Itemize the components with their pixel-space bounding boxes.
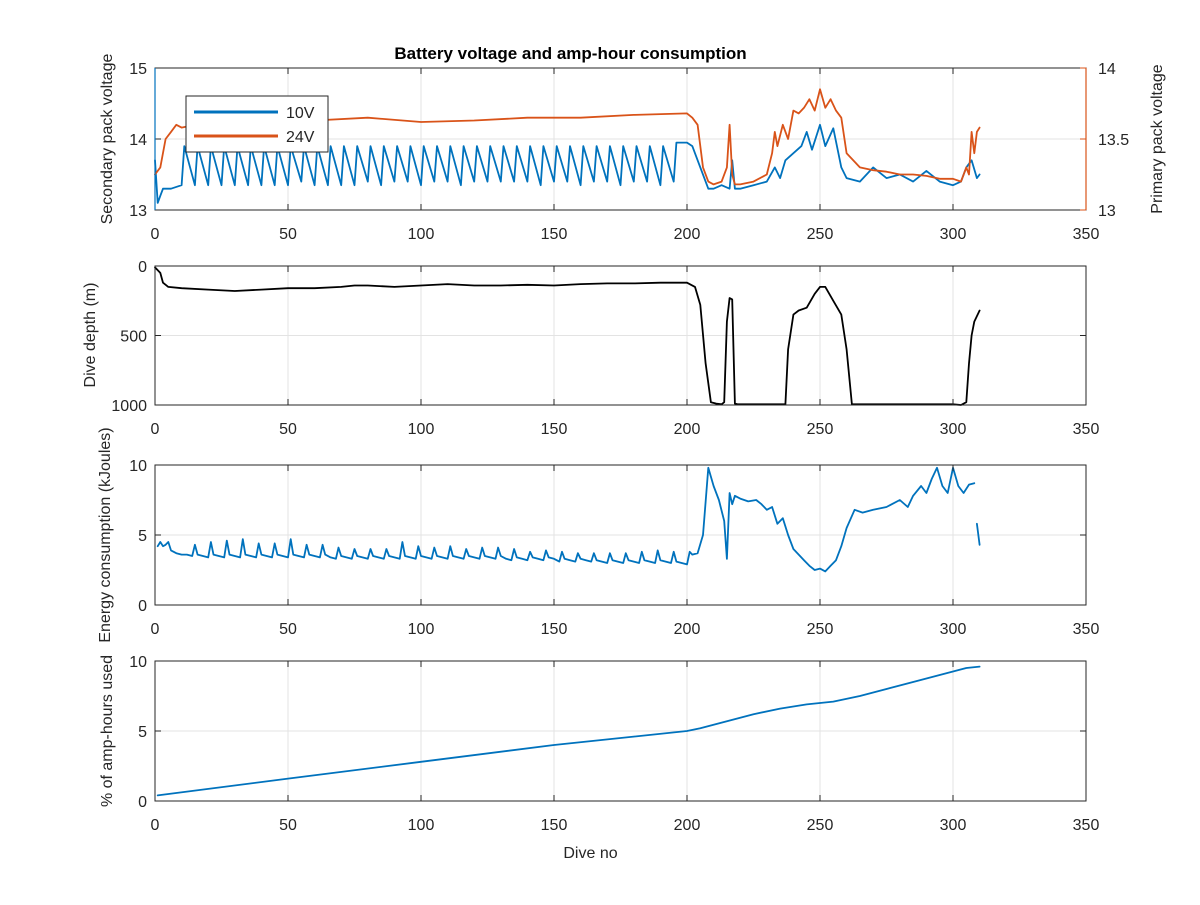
y-tick-label: 0 bbox=[138, 259, 147, 276]
x-tick-label: 0 bbox=[151, 817, 160, 834]
x-tick-label: 200 bbox=[674, 621, 701, 638]
x-tick-label: 150 bbox=[541, 817, 568, 834]
series-line-10v bbox=[154, 123, 981, 204]
y-tick-label: 10 bbox=[129, 458, 147, 475]
x-tick-label: 350 bbox=[1073, 226, 1100, 243]
legend bbox=[185, 95, 329, 153]
x-tick-label: 350 bbox=[1073, 817, 1100, 834]
y-axis-label: Secondary pack voltage bbox=[99, 54, 116, 225]
y-tick-label-right: 13.5 bbox=[1098, 132, 1129, 149]
y-tick-label: 5 bbox=[138, 724, 147, 741]
x-tick-label: 0 bbox=[151, 226, 160, 243]
y-tick-label-right: 14 bbox=[1098, 61, 1116, 78]
x-tick-label: 150 bbox=[541, 226, 568, 243]
x-tick-label: 100 bbox=[408, 621, 435, 638]
x-tick-label: 100 bbox=[408, 817, 435, 834]
x-tick-label: 250 bbox=[807, 621, 834, 638]
x-tick-label: 200 bbox=[674, 817, 701, 834]
series-line-3-2 bbox=[976, 522, 981, 546]
x-tick-label: 250 bbox=[807, 817, 834, 834]
y-tick-label: 500 bbox=[120, 329, 147, 346]
x-tick-label: 300 bbox=[940, 226, 967, 243]
legend-label-10v: 10V bbox=[286, 105, 315, 122]
x-tick-label: 50 bbox=[279, 226, 297, 243]
subplot-3 bbox=[154, 464, 1087, 606]
y-tick-label: 0 bbox=[138, 598, 147, 615]
legend-box bbox=[185, 95, 329, 153]
x-tick-label: 0 bbox=[151, 421, 160, 438]
x-tick-label: 350 bbox=[1073, 621, 1100, 638]
x-tick-label: 300 bbox=[940, 817, 967, 834]
subplot-2 bbox=[154, 265, 1087, 406]
x-tick-label: 100 bbox=[408, 226, 435, 243]
y-tick-label: 10 bbox=[129, 654, 147, 671]
y-axis-label: Energy consumption (kJoules) bbox=[97, 427, 114, 642]
x-tick-label: 50 bbox=[279, 421, 297, 438]
subplot-1 bbox=[154, 67, 1087, 211]
series-line-24v bbox=[154, 88, 981, 186]
series-line-3-1 bbox=[156, 466, 976, 573]
y-tick-label: 13 bbox=[129, 203, 147, 220]
subplot-4 bbox=[154, 660, 1087, 802]
x-tick-label: 100 bbox=[408, 421, 435, 438]
x-tick-label: 350 bbox=[1073, 421, 1100, 438]
y-axis-label-right: Primary pack voltage bbox=[1149, 64, 1166, 213]
y-tick-label: 0 bbox=[138, 794, 147, 811]
y-axis-label: Dive depth (m) bbox=[82, 283, 99, 388]
x-tick-label: 200 bbox=[674, 226, 701, 243]
x-tick-label: 250 bbox=[807, 421, 834, 438]
y-tick-label: 15 bbox=[129, 61, 147, 78]
x-tick-label: 200 bbox=[674, 421, 701, 438]
x-tick-label: 50 bbox=[279, 621, 297, 638]
y-axis-label: % of amp-hours used bbox=[99, 655, 116, 807]
y-tick-label: 14 bbox=[129, 132, 147, 149]
x-tick-label: 300 bbox=[940, 621, 967, 638]
x-tick-label: 300 bbox=[940, 421, 967, 438]
x-tick-label: 50 bbox=[279, 817, 297, 834]
legend-label-24v: 24V bbox=[286, 129, 315, 146]
series-line-2-1 bbox=[154, 266, 981, 406]
series-line-4-1 bbox=[156, 665, 981, 797]
y-tick-label-right: 13 bbox=[1098, 203, 1116, 220]
x-tick-label: 150 bbox=[541, 421, 568, 438]
x-tick-label: 0 bbox=[151, 621, 160, 638]
y-tick-label: 5 bbox=[138, 528, 147, 545]
y-tick-label: 1000 bbox=[111, 398, 147, 415]
chart-title: Battery voltage and amp-hour consumption bbox=[394, 44, 746, 63]
x-tick-label: 250 bbox=[807, 226, 834, 243]
x-tick-label: 150 bbox=[541, 621, 568, 638]
x-axis-label: Dive no bbox=[563, 845, 617, 862]
